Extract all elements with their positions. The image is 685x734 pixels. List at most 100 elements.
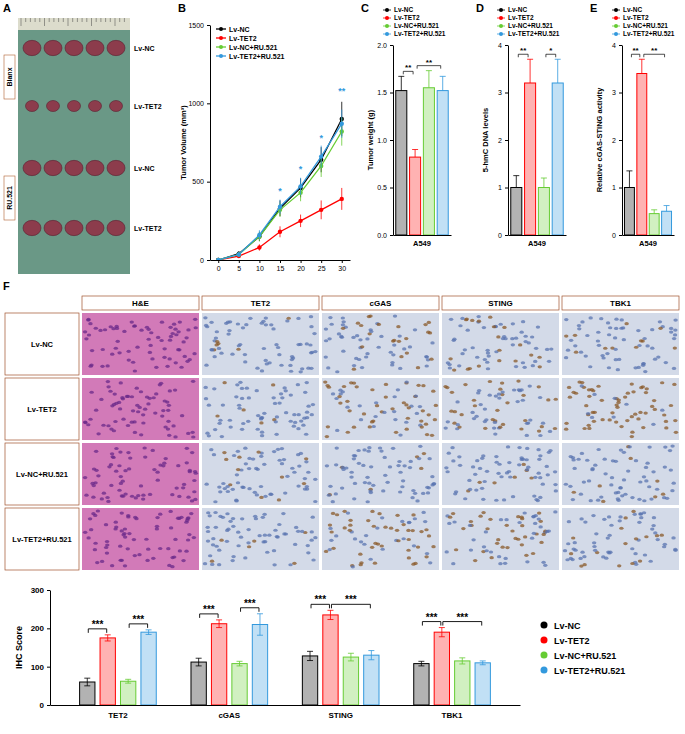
nucleus (174, 333, 178, 336)
nucleus (297, 464, 301, 467)
nucleus (571, 458, 575, 461)
nucleus (660, 409, 664, 412)
nucleus (590, 388, 594, 391)
nucleus (427, 534, 431, 537)
nucleus (113, 392, 117, 395)
series-line (218, 124, 342, 260)
nucleus (127, 358, 131, 361)
tick-label: 1 (612, 184, 616, 191)
micrograph (322, 378, 439, 440)
nucleus (165, 365, 169, 368)
nucleus (99, 398, 103, 401)
tick-mark (47, 590, 50, 591)
nucleus (427, 457, 431, 460)
bar (100, 638, 115, 705)
nucleus (405, 352, 409, 355)
nucleus (362, 412, 366, 415)
legend-label: Lv-TET2+RU.521 (623, 30, 675, 37)
nucleus (633, 413, 637, 416)
nucleus (331, 547, 335, 550)
nucleus (290, 355, 294, 358)
nucleus (630, 496, 634, 499)
nucleus (607, 366, 611, 369)
micrograph (322, 313, 439, 375)
nucleus (419, 467, 423, 470)
nucleus (431, 545, 435, 548)
nucleus (613, 397, 617, 400)
legend: Lv-NCLv-TET2Lv-NC+RU.521Lv-TET2+RU.521 (541, 621, 626, 676)
tick-label: 300 (31, 586, 45, 595)
nucleus (114, 325, 118, 328)
point (216, 258, 220, 260)
nucleus (211, 543, 215, 546)
nucleus (469, 548, 473, 551)
nucleus (493, 432, 497, 435)
nucleus (577, 324, 581, 327)
error-bar (651, 210, 657, 214)
nucleus (549, 347, 553, 350)
nucleus (402, 347, 406, 350)
nucleus (542, 533, 546, 536)
nucleus (172, 555, 176, 558)
nucleus (607, 418, 611, 421)
nucleus (240, 517, 244, 520)
tick: 1000 (188, 100, 210, 107)
nucleus (110, 455, 114, 458)
nucleus (607, 551, 611, 554)
nucleus (359, 418, 363, 421)
nucleus (173, 388, 177, 391)
micrograph (82, 508, 199, 570)
nucleus (293, 421, 297, 424)
nucleus (207, 434, 211, 437)
tick-label: 1 (498, 184, 502, 191)
nucleus (478, 515, 482, 518)
nucleus (452, 368, 456, 371)
tick: 3 (498, 89, 508, 96)
nucleus (564, 356, 568, 359)
nucleus (96, 474, 100, 477)
nucleus (109, 484, 113, 487)
nucleus (260, 434, 264, 437)
nucleus (236, 348, 240, 351)
nucleus (536, 448, 540, 451)
nucleus (368, 328, 372, 331)
nucleus (296, 427, 300, 430)
bar (423, 88, 434, 235)
nucleus (430, 434, 434, 437)
nucleus (407, 538, 411, 541)
nucleus (510, 529, 514, 532)
nucleus (422, 452, 426, 455)
tick-mark (47, 628, 50, 629)
nucleus (610, 476, 614, 479)
nucleus (524, 554, 528, 557)
nucleus (323, 381, 327, 384)
nucleus (596, 448, 600, 451)
nucleus (237, 456, 241, 459)
nucleus (420, 426, 424, 429)
nucleus (656, 355, 660, 358)
nucleus (190, 431, 194, 434)
nucleus (328, 527, 332, 530)
nucleus (525, 434, 529, 437)
nucleus (470, 319, 474, 322)
legend-label: Lv-TET2 (394, 14, 420, 21)
tick-label: 2 (498, 137, 502, 144)
nucleus (96, 432, 100, 435)
tick-mark (505, 93, 508, 94)
micrograph (562, 443, 679, 505)
tick-label: TBK1 (442, 711, 463, 720)
nucleus (505, 546, 509, 549)
nucleus (309, 315, 313, 318)
nucleus (237, 407, 241, 410)
nucleus (459, 413, 463, 416)
nucleus (121, 418, 125, 421)
nucleus (365, 500, 369, 503)
nucleus (396, 464, 400, 467)
significance-label: ** (426, 58, 433, 67)
nucleus (586, 412, 590, 415)
nucleus (192, 536, 196, 539)
nucleus (94, 327, 98, 330)
nucleus (212, 453, 216, 456)
nucleus (352, 457, 356, 460)
nucleus (164, 457, 168, 460)
